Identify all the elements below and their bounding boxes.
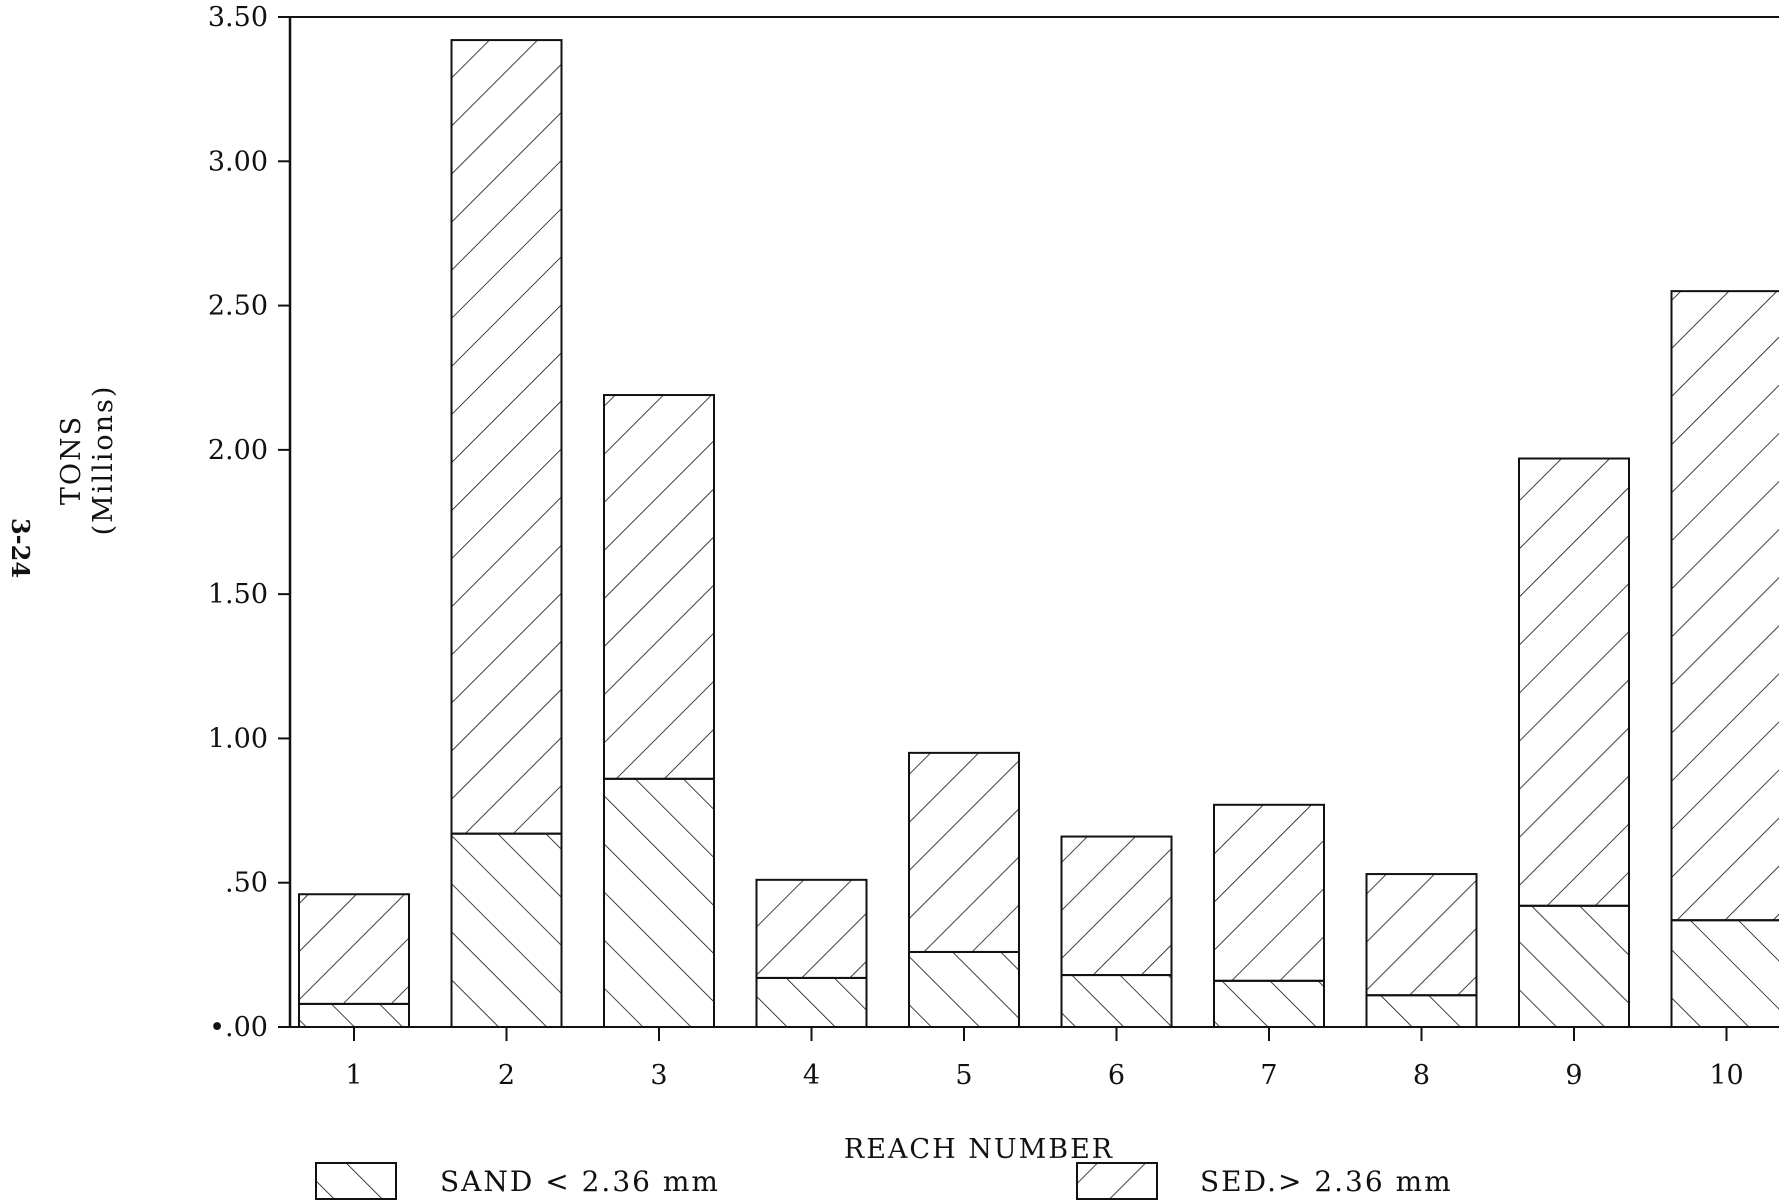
bar-sand-segment — [1213, 979, 1325, 1028]
plot-area: •.00 .50 1.00 1.50 2.00 2.50 3.00 3.50 1 2 3 4 5 6 7 8 9… — [208, 2, 1779, 1091]
x-tick-label: 3 — [650, 1060, 667, 1091]
bar-sediment-segment — [1365, 873, 1478, 997]
y-tick-label: 3.50 — [208, 2, 268, 33]
bar-sand-segment — [1518, 904, 1630, 1028]
x-tick-label: 10 — [1709, 1060, 1743, 1091]
bar-sand-segment — [908, 950, 1020, 1029]
bar-sand-segment — [603, 777, 715, 1028]
y-tick-label: .50 — [225, 868, 268, 899]
x-tick-label: 1 — [345, 1060, 362, 1091]
y-axis-label: TONS — [56, 415, 87, 505]
bar-sediment-segment — [1518, 457, 1630, 907]
legend-swatch-sand — [315, 1162, 397, 1200]
bar-sediment-segment — [908, 751, 1020, 953]
bar-sand-segment — [1365, 994, 1478, 1028]
bar-sediment-segment — [450, 39, 563, 835]
bar-sediment-segment — [1060, 835, 1173, 977]
legend: SAND < 2.36 mm SED.> 2.36 mm — [315, 1162, 1453, 1200]
y-tick-label: 1.00 — [208, 723, 268, 754]
x-axis-label: REACH NUMBER — [844, 1134, 1114, 1165]
legend-item-sediment: SED.> 2.36 mm — [1076, 1162, 1453, 1200]
x-tick-label: 7 — [1260, 1060, 1277, 1091]
legend-item-sand: SAND < 2.36 mm — [315, 1162, 720, 1200]
bar-sand-segment — [1060, 974, 1173, 1028]
bar-sediment-segment — [603, 394, 715, 780]
x-tick-label: 8 — [1413, 1060, 1430, 1091]
bar-sediment-segment — [1213, 803, 1325, 982]
y-tick-label: 2.00 — [208, 435, 268, 466]
bar-sand-segment — [755, 976, 868, 1029]
x-tick-label: 2 — [498, 1060, 515, 1091]
legend-swatch-sediment — [1076, 1162, 1158, 1200]
legend-label-sediment: SED.> 2.36 mm — [1200, 1165, 1453, 1198]
x-tick-label: 5 — [955, 1060, 972, 1091]
legend-label-sand: SAND < 2.36 mm — [440, 1165, 720, 1198]
page-number: 3-24 — [6, 518, 35, 578]
bar-sand-segment — [450, 832, 563, 1029]
bar-sediment-segment — [298, 893, 410, 1005]
y-axis-sublabel: (Millions) — [88, 385, 119, 536]
y-tick-label: •.00 — [209, 1012, 268, 1043]
bar-sand-segment — [1670, 919, 1779, 1029]
x-tick-label: 6 — [1108, 1060, 1125, 1091]
y-tick-label: 2.50 — [208, 291, 268, 322]
bar-sediment-segment — [755, 878, 868, 979]
bar-sediment-segment — [1670, 290, 1779, 922]
y-tick-label: 3.00 — [208, 146, 268, 177]
bar-sand-segment — [298, 1002, 410, 1029]
y-tick-label: 1.50 — [208, 579, 268, 610]
x-tick-label: 4 — [803, 1060, 820, 1091]
x-tick-label: 9 — [1565, 1060, 1582, 1091]
